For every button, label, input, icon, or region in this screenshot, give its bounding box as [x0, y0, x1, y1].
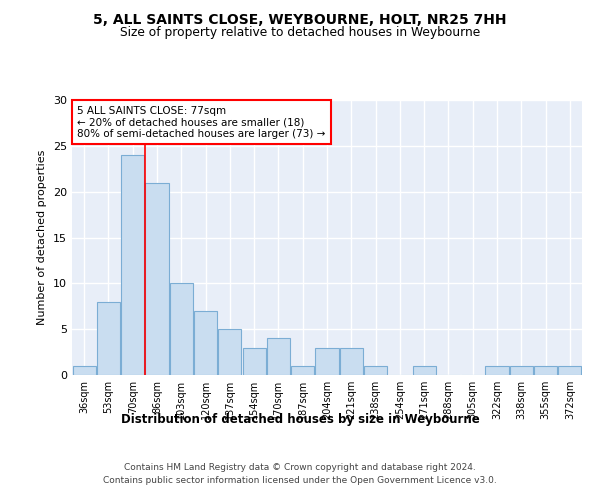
Bar: [242, 348, 266, 375]
Y-axis label: Number of detached properties: Number of detached properties: [37, 150, 47, 325]
Bar: [291, 366, 314, 375]
Bar: [534, 366, 557, 375]
Bar: [145, 182, 169, 375]
Text: 5 ALL SAINTS CLOSE: 77sqm
← 20% of detached houses are smaller (18)
80% of semi-: 5 ALL SAINTS CLOSE: 77sqm ← 20% of detac…: [77, 106, 325, 138]
Bar: [559, 366, 581, 375]
Bar: [340, 348, 363, 375]
Text: 5, ALL SAINTS CLOSE, WEYBOURNE, HOLT, NR25 7HH: 5, ALL SAINTS CLOSE, WEYBOURNE, HOLT, NR…: [93, 12, 507, 26]
Text: Size of property relative to detached houses in Weybourne: Size of property relative to detached ho…: [120, 26, 480, 39]
Bar: [73, 366, 95, 375]
Bar: [413, 366, 436, 375]
Text: Distribution of detached houses by size in Weybourne: Distribution of detached houses by size …: [121, 412, 479, 426]
Bar: [364, 366, 387, 375]
Bar: [170, 284, 193, 375]
Bar: [485, 366, 509, 375]
Bar: [510, 366, 533, 375]
Bar: [267, 338, 290, 375]
Bar: [316, 348, 338, 375]
Bar: [194, 311, 217, 375]
Bar: [97, 302, 120, 375]
Text: Contains HM Land Registry data © Crown copyright and database right 2024.: Contains HM Land Registry data © Crown c…: [124, 462, 476, 471]
Bar: [121, 155, 144, 375]
Text: Contains public sector information licensed under the Open Government Licence v3: Contains public sector information licen…: [103, 476, 497, 485]
Bar: [218, 329, 241, 375]
